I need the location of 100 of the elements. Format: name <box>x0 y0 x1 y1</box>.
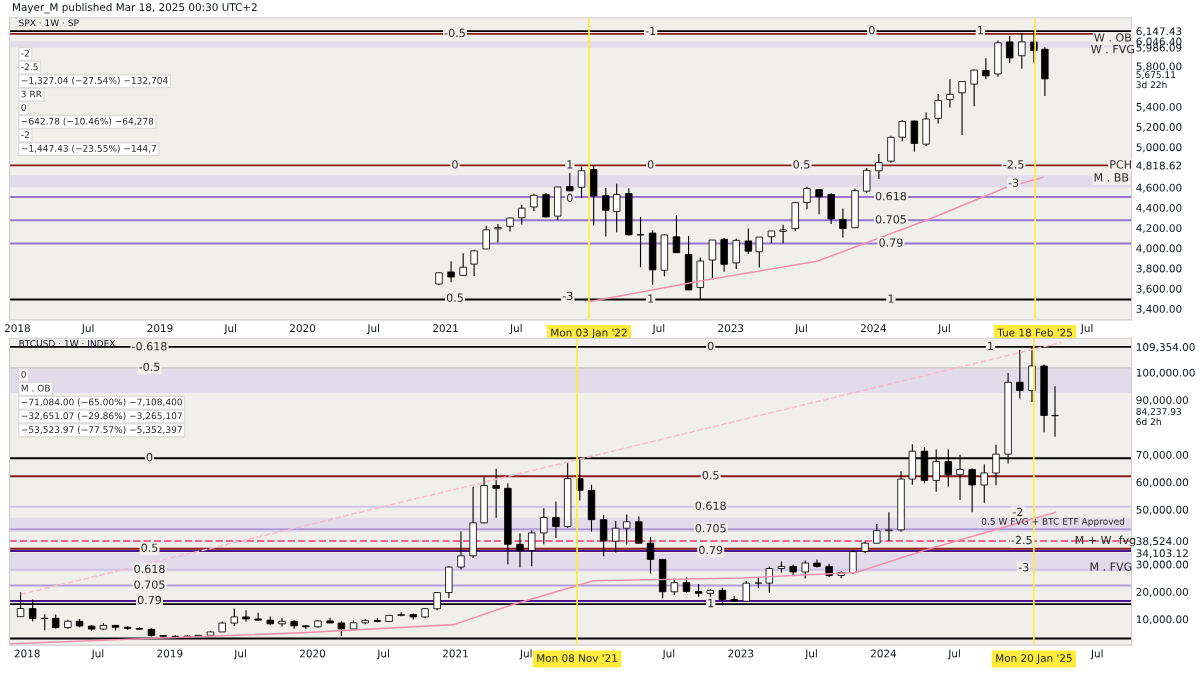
annotation: -2 <box>21 131 29 139</box>
x-tick-label: Jul <box>519 649 532 660</box>
y-tick-label: 38,524.00 <box>1136 537 1189 547</box>
annotation: −642.78 (−10.46%) −64,278 <box>21 117 154 126</box>
annotation: 0.5 <box>446 293 463 302</box>
x-tick-label: Jul <box>223 324 237 335</box>
y-tick-label: 5,400.00 <box>1136 102 1182 112</box>
x-tick-label: Jul <box>937 324 950 335</box>
x-tick-label: Jul <box>652 324 665 335</box>
x-tick-label: Jul <box>1080 324 1093 335</box>
annotation: 0 <box>146 453 153 462</box>
annotation: 1 <box>708 599 714 608</box>
x-tick-label: 2020 <box>290 324 316 333</box>
y-tick-label: 90,000.00 <box>1136 396 1189 406</box>
annotation: 1 <box>648 294 654 303</box>
annotation: 0.79 <box>879 238 903 247</box>
annotation: -2 <box>21 49 29 57</box>
y-tick-label: 4,200.00 <box>1136 224 1182 234</box>
annotation: -3 <box>1008 178 1019 187</box>
x-tick-label: Jul <box>947 649 960 660</box>
annotation: M . FVG <box>1090 562 1132 571</box>
annotation: -0.5 <box>139 362 160 372</box>
annotation: -2.5 <box>21 63 38 71</box>
y-tick-label: 3,800.00 <box>1136 264 1182 274</box>
annotation: 0.705 <box>875 215 906 224</box>
annotation: W . FVG <box>1091 44 1135 54</box>
y-tick-label: 100,000.00 <box>1136 368 1195 378</box>
y-tick-label: 3,600.00 <box>1136 284 1182 294</box>
x-tick-label: Jul <box>509 324 522 335</box>
x-tick-label: 2019 <box>147 324 173 333</box>
annotation: −1,327.04 (−27.54%) −132,704 <box>21 76 168 85</box>
y-tick-label: 30,000.00 <box>1136 560 1189 570</box>
annotation: 0.5 <box>141 543 158 552</box>
annotation: PCH <box>1110 160 1131 169</box>
text: Mayer_M published Mar 18, 2025 00:30 UTC+2 <box>13 3 257 14</box>
ref-line-label: Mon 03 Jan '22 <box>551 328 627 339</box>
x-tick-label: Jul <box>376 649 389 660</box>
annotation: −53,523.97 (−77.57%) −5,352,397 <box>21 425 182 435</box>
x-tick-label: 2024 <box>870 649 897 658</box>
annotation: −71,084.00 (−65.00%) −7,108,400 <box>21 398 183 407</box>
annotation: 0 <box>21 104 26 111</box>
annotation: −1,447.43 (−23.55%) −144,7 <box>21 144 156 153</box>
x-tick-label: Jul <box>366 324 380 335</box>
annotation: -2.5 <box>1011 535 1032 545</box>
y-tick-label: 10,000.00 <box>1136 615 1189 625</box>
y-tick-label: 5,800.00 <box>1136 62 1182 72</box>
annotation: 1 <box>567 160 573 169</box>
annotation: M . BB <box>1094 173 1129 182</box>
y-tick-label: 4,400.00 <box>1136 203 1182 213</box>
annotation: 0.618 <box>875 191 907 201</box>
ref-line-label: Mon 20 Jan '25 <box>996 654 1072 664</box>
annotation: -0.5 <box>444 28 465 38</box>
y-tick-label: 50,000.00 <box>1136 505 1189 515</box>
ref-line-label: Mon 08 Nov '21 <box>537 654 617 662</box>
x-tick-label: Jul <box>81 324 94 335</box>
ref-line-label: Tue 18 Feb '25 <box>997 328 1072 337</box>
x-tick-label: 2023 <box>728 649 754 658</box>
annotation: 0 <box>647 160 654 169</box>
annotation: 0.618 <box>695 501 726 510</box>
x-tick-label: Jul <box>233 649 246 660</box>
annotation: 1 <box>978 26 983 35</box>
x-tick-label: 2019 <box>157 649 183 658</box>
annotation: 0 <box>567 193 573 203</box>
x-tick-label: Jul <box>91 649 104 660</box>
x-tick-label: 2018 <box>4 324 30 333</box>
x-tick-label: Jul <box>804 649 817 660</box>
y-tick-label: 60,000.00 <box>1136 478 1189 488</box>
x-tick-label: Jul <box>662 649 675 660</box>
x-tick-label: 2024 <box>860 324 887 333</box>
annotation: 0.618 <box>134 564 165 574</box>
x-tick-label: 2020 <box>299 649 326 658</box>
y-tick-label: 5,675.11 3d 22h <box>1136 71 1176 89</box>
x-tick-label: Jul <box>1090 649 1103 660</box>
annotation: -3 <box>1018 562 1029 572</box>
chart-title: BTCUSD · 1W · INDEX <box>19 339 116 347</box>
annotation: 0.79 <box>699 545 723 555</box>
x-tick-label: 2018 <box>14 649 40 658</box>
annotation: 0 <box>452 160 458 169</box>
annotation: -2.5 <box>1003 160 1024 169</box>
annotation: 0 <box>21 370 26 378</box>
annotation: -1 <box>645 26 656 35</box>
y-tick-label: 4,600.00 <box>1136 183 1182 193</box>
x-tick-label: Jul <box>794 324 807 335</box>
x-tick-label: 2021 <box>433 324 458 333</box>
y-tick-label: 109,354.00 <box>1136 343 1195 353</box>
y-tick-label: 84,237.93 6d 2h <box>1136 408 1181 426</box>
annotation: 3 RR <box>21 90 42 98</box>
annotation: 0.705 <box>695 524 726 533</box>
y-tick-label: 20,000.00 <box>1136 587 1189 597</box>
annotation: M . OB <box>21 384 50 392</box>
annotation: 1 <box>888 294 894 303</box>
y-tick-label: 5,200.00 <box>1136 123 1182 133</box>
y-tick-label: 70,000.00 <box>1136 450 1189 460</box>
annotation: 0 <box>869 25 875 35</box>
y-tick-label: 3,400.00 <box>1136 304 1182 314</box>
annotation: 0.5 <box>702 471 719 480</box>
annotation: 0.5 <box>793 160 810 169</box>
x-tick-label: 2021 <box>443 649 468 658</box>
annotation: 0 <box>707 341 714 351</box>
y-tick-label: 34,103.12 <box>1136 549 1188 559</box>
